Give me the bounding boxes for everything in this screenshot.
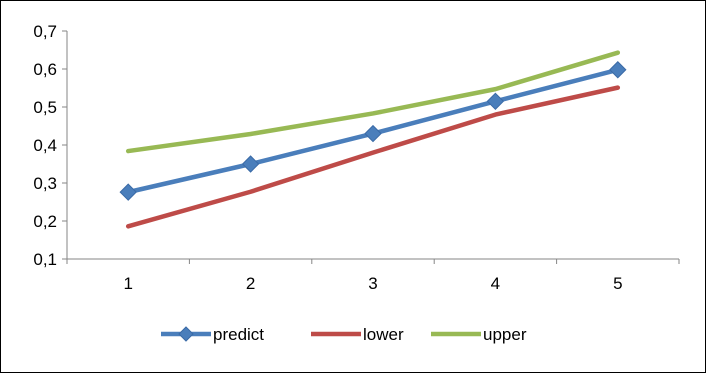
data-point-predict xyxy=(364,124,382,143)
y-tick-label: 0,3 xyxy=(33,174,57,193)
data-point-predict xyxy=(119,183,137,201)
y-tick-label: 0,2 xyxy=(33,212,57,231)
legend-label-upper: upper xyxy=(483,325,527,344)
x-tick-labels: 1 2 3 4 5 xyxy=(123,274,622,293)
legend-label-predict: predict xyxy=(213,325,264,344)
series-layer xyxy=(119,50,627,229)
legend-label-lower: lower xyxy=(363,325,404,344)
series-line-upper xyxy=(125,50,621,154)
y-tick-label: 0,1 xyxy=(33,250,57,269)
data-point-predict xyxy=(241,155,260,173)
y-tick-labels: 0,1 0,2 0,3 0,4 0,5 0,6 0,7 xyxy=(33,22,57,269)
x-tick-label: 1 xyxy=(123,274,132,293)
x-tick-label: 5 xyxy=(613,274,622,293)
legend: predict lower upper xyxy=(161,325,527,344)
axes xyxy=(62,30,680,264)
y-tick-label: 0,7 xyxy=(33,22,57,41)
y-tick-label: 0,5 xyxy=(33,98,57,117)
data-point-predict xyxy=(486,92,505,111)
data-point-predict xyxy=(609,61,627,79)
x-tick-label: 4 xyxy=(491,274,500,293)
y-tick-label: 0,4 xyxy=(33,136,57,155)
series-line-lower xyxy=(125,85,621,229)
y-tick-label: 0,6 xyxy=(33,60,57,79)
x-tick-label: 3 xyxy=(368,274,377,293)
x-tick-label: 2 xyxy=(246,274,255,293)
legend-marker-predict xyxy=(178,326,194,342)
